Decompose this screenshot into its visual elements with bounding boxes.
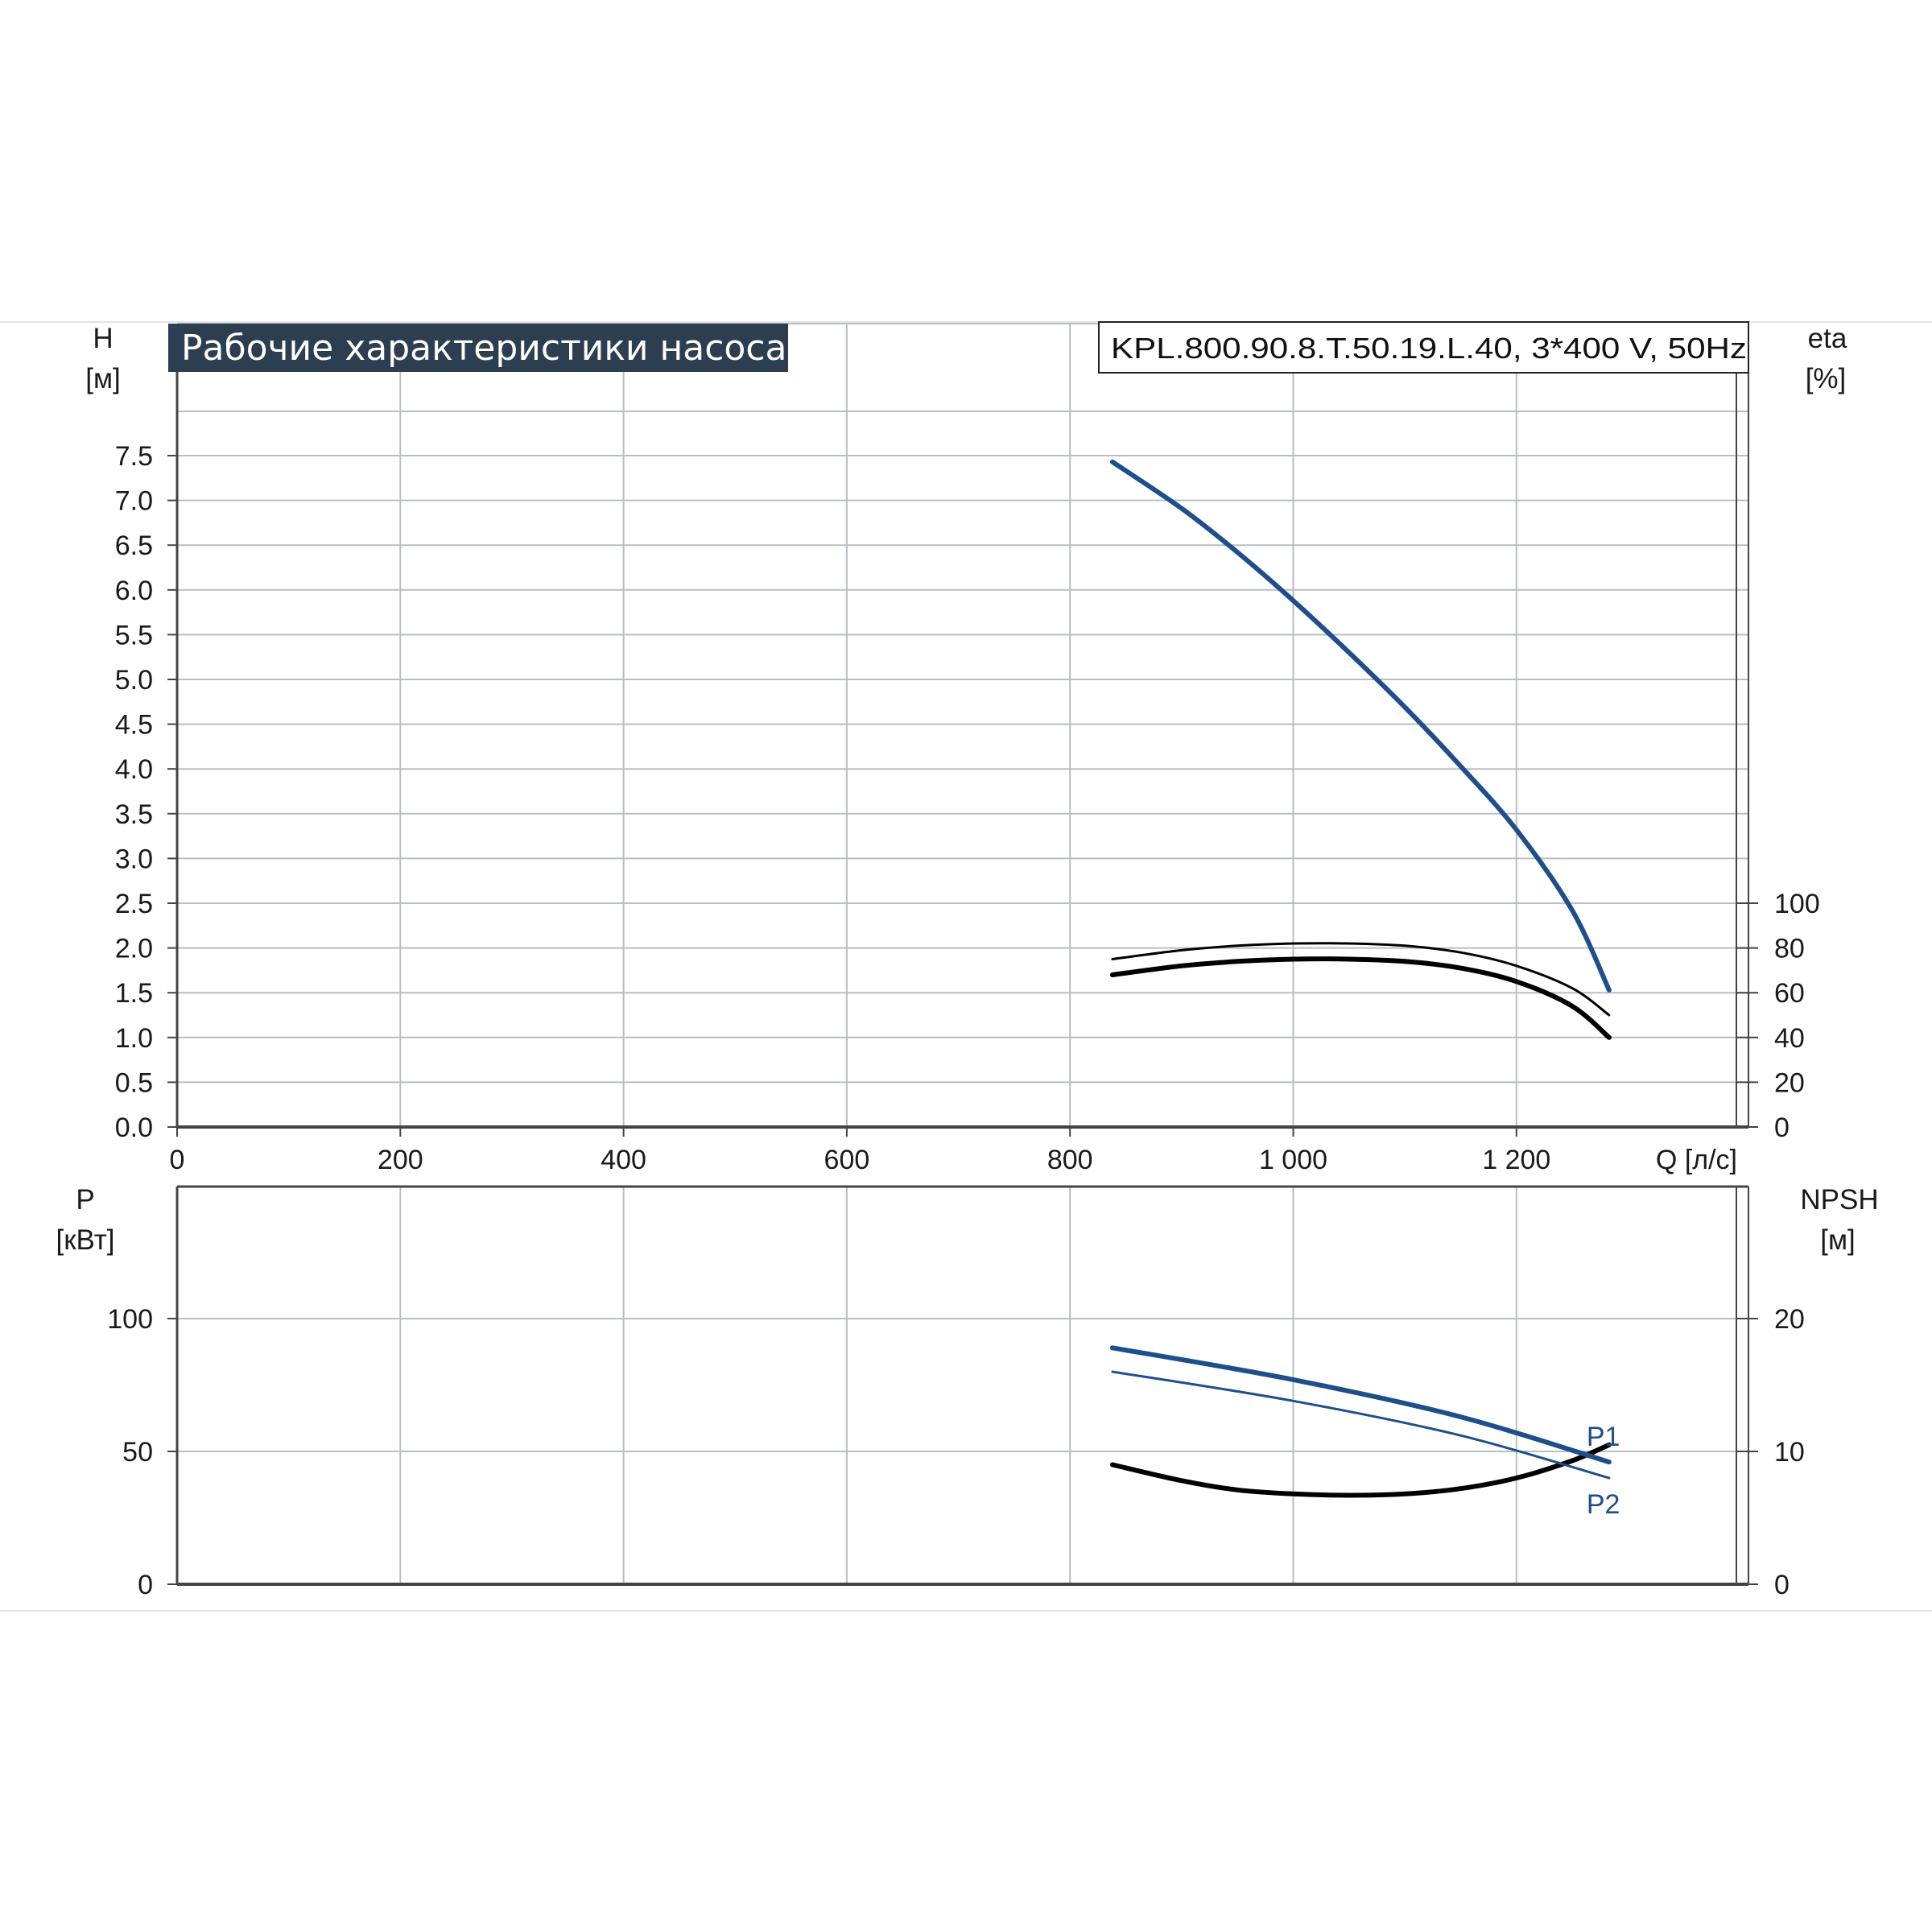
head-curve [1109,459,1612,993]
upper-right-tick-label: 60 [1774,978,1805,1009]
upper-left-tick-label: 1.0 [115,1023,153,1054]
x-axis-label: Q [л/с] [1656,1145,1737,1175]
eta-curve-thin [1111,942,1611,1017]
p1-label: P1 [1587,1422,1620,1452]
x-tick-label: 800 [1047,1145,1093,1175]
upper-left-tick-label: 7.5 [115,441,153,472]
p-axis-title: P [76,1184,94,1216]
h-axis-unit: [м] [85,363,121,394]
npsh-curve [1109,1442,1612,1498]
upper-left-tick-label: 2.5 [115,889,153,919]
chart-title: Рабочие характеристики насоса [181,328,786,369]
lower-right-tick-label: 10 [1774,1437,1805,1468]
x-tick-label: 200 [378,1145,423,1175]
lower-right-tick-label: 20 [1774,1304,1805,1335]
upper-left-tick-label: 0.0 [115,1113,153,1143]
model-label-box [1098,321,1749,374]
eta-axis-title: eta [1808,323,1847,354]
lower-left-tick-label: 0 [138,1570,153,1600]
x-tick-label: 1 000 [1259,1145,1327,1175]
upper-right-tick-label: 100 [1774,889,1820,919]
labels-layer: 0.0 0.5 1.0 1.5 2.0 2.5 3.0 3.5 4.0 4.5 5.0 5.5 6.0 6… [56,323,1879,1600]
upper-left-tick-label: 3.0 [115,844,153,874]
lower-right-tick-label: 0 [1774,1570,1790,1600]
x-tick-label: 0 [170,1145,185,1175]
npsh-axis-title: NPSH [1800,1184,1878,1216]
x-tick-label: 600 [824,1145,870,1175]
eta-curve-thick [1109,956,1612,1040]
upper-left-tick-label: 5.5 [115,620,153,650]
p2-label: P2 [1587,1489,1620,1520]
p2-curve [1111,1370,1611,1480]
upper-left-tick-label: 5.0 [115,665,153,696]
upper-right-tick-label: 20 [1774,1067,1805,1098]
upper-left-tick-label: 1.5 [115,978,153,1009]
upper-right-tick-label: 80 [1774,934,1805,964]
x-tick-label: 400 [601,1145,646,1175]
upper-left-tick-label: 7.0 [115,486,153,517]
p1-curve [1109,1345,1612,1465]
upper-left-tick-label: 6.5 [115,530,153,561]
curves-layer [1109,459,1612,1498]
chart-title-background [168,324,788,372]
upper-right-tick-label: 0 [1774,1113,1790,1143]
h-axis-title: H [93,323,113,354]
upper-left-tick-label: 2.0 [115,934,153,964]
upper-left-tick-label: 3.5 [115,799,153,830]
p-axis-unit: [кВт] [56,1224,115,1256]
lower-left-tick-label: 100 [107,1304,153,1335]
upper-left-tick-label: 4.0 [115,754,153,785]
x-tick-label: 1 200 [1482,1145,1550,1175]
upper-left-tick-label: 0.5 [115,1067,153,1098]
eta-axis-unit: [%] [1806,363,1847,394]
lower-left-tick-label: 50 [122,1437,153,1468]
npsh-axis-unit: [м] [1820,1224,1856,1256]
model-label: KPL.800.90.8.T.50.19.L.40, 3*400 V, 50Hz [1111,332,1747,365]
axes-layer [167,323,1758,1586]
upper-right-tick-label: 40 [1774,1023,1805,1054]
grid-layer [0,321,1932,1612]
upper-left-tick-label: 6.0 [115,576,153,606]
upper-left-tick-label: 4.5 [115,710,153,741]
